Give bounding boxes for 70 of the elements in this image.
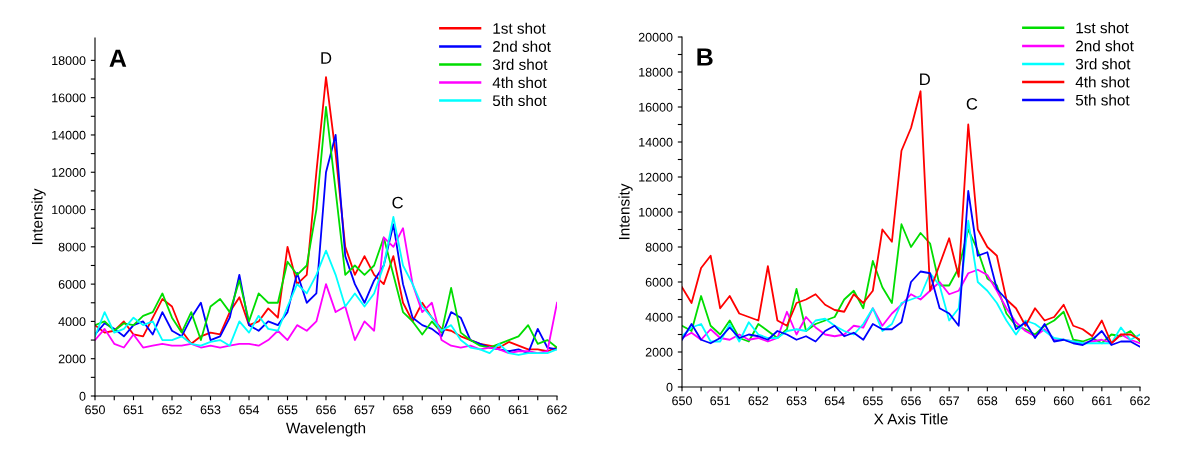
- y-tick-label: 14000: [52, 130, 86, 140]
- x-tick-label: 662: [1130, 396, 1150, 406]
- legend-label: 5th shot: [1075, 94, 1130, 106]
- x-tick-label: 660: [470, 405, 490, 415]
- x-tick-label: 657: [939, 396, 959, 406]
- x-tick-label: 657: [354, 405, 375, 415]
- x-tick-label: 658: [393, 405, 413, 415]
- legend-label: 3rd shot: [1075, 58, 1131, 70]
- annotation: C: [966, 97, 978, 110]
- y-tick-label: 16000: [52, 93, 86, 103]
- x-axis-title: X Axis Title: [873, 413, 948, 425]
- y-tick-label: 4000: [58, 317, 86, 327]
- x-tick-label: 661: [508, 405, 529, 415]
- y-tick-label: 2000: [645, 347, 673, 357]
- x-tick-label: 653: [200, 405, 221, 415]
- legend-label: 3rd shot: [492, 58, 548, 70]
- y-axis-title: Intensity: [31, 188, 46, 245]
- x-tick-label: 651: [123, 405, 144, 415]
- chart-title: B: [697, 48, 713, 66]
- x-tick-label: 651: [710, 396, 730, 406]
- y-tick-label: 8000: [645, 242, 673, 252]
- annotation: C: [392, 196, 403, 209]
- legend-label: 5th shot: [492, 94, 547, 107]
- x-tick-label: 659: [431, 405, 452, 415]
- x-tick-label: 655: [277, 405, 298, 415]
- annotation: D: [321, 52, 332, 64]
- line-series: [682, 90, 1140, 345]
- y-tick-label: 12000: [52, 168, 86, 177]
- y-tick-label: 2000: [58, 354, 86, 364]
- y-tick-label: 4000: [645, 312, 673, 322]
- x-tick-label: 653: [786, 396, 807, 406]
- x-tick-label: 658: [977, 396, 998, 406]
- y-tick-label: 6000: [58, 279, 86, 289]
- y-tick-label: 0: [79, 391, 86, 401]
- x-tick-label: 661: [1092, 396, 1112, 406]
- y-tick-label: 16000: [639, 102, 673, 112]
- x-tick-label: 650: [85, 405, 105, 415]
- legend-label: 2nd shot: [493, 40, 551, 52]
- line-series: [682, 190, 1140, 348]
- x-tick-label: 655: [863, 396, 883, 406]
- y-tick-label: 6000: [645, 277, 673, 287]
- y-axis-title: Intensity: [618, 183, 633, 240]
- y-tick-label: 12000: [639, 172, 673, 182]
- legend-label: 1st shot: [493, 22, 546, 34]
- x-tick-label: 652: [748, 396, 769, 406]
- chart-title: A: [109, 49, 127, 67]
- y-tick-label: 8000: [58, 242, 86, 252]
- y-tick-label: 10000: [52, 205, 86, 215]
- x-tick-label: 659: [1015, 396, 1036, 406]
- legend-label: 4th shot: [1075, 76, 1130, 88]
- y-tick-label: 10000: [639, 207, 673, 217]
- x-axis-title: Wavelength: [286, 422, 366, 437]
- y-tick-label: 18000: [639, 67, 673, 77]
- x-tick-label: 662: [547, 405, 567, 415]
- y-tick-label: 14000: [639, 137, 673, 147]
- legend-label: 2nd shot: [1076, 40, 1134, 52]
- x-tick-label: 650: [672, 396, 692, 406]
- x-tick-label: 656: [316, 405, 336, 415]
- x-tick-label: 660: [1053, 396, 1074, 406]
- annotation: D: [920, 73, 930, 86]
- x-tick-label: 652: [162, 405, 182, 415]
- line-series: [682, 268, 1140, 345]
- legend-label: 4th shot: [492, 76, 547, 89]
- legend-label: 1st shot: [1076, 22, 1129, 34]
- y-tick-label: 18000: [52, 56, 86, 66]
- x-tick-label: 654: [239, 405, 260, 415]
- y-tick-label: 20000: [638, 32, 673, 42]
- x-tick-label: 656: [901, 396, 921, 406]
- y-tick-label: 0: [666, 382, 673, 392]
- x-tick-label: 654: [824, 396, 845, 406]
